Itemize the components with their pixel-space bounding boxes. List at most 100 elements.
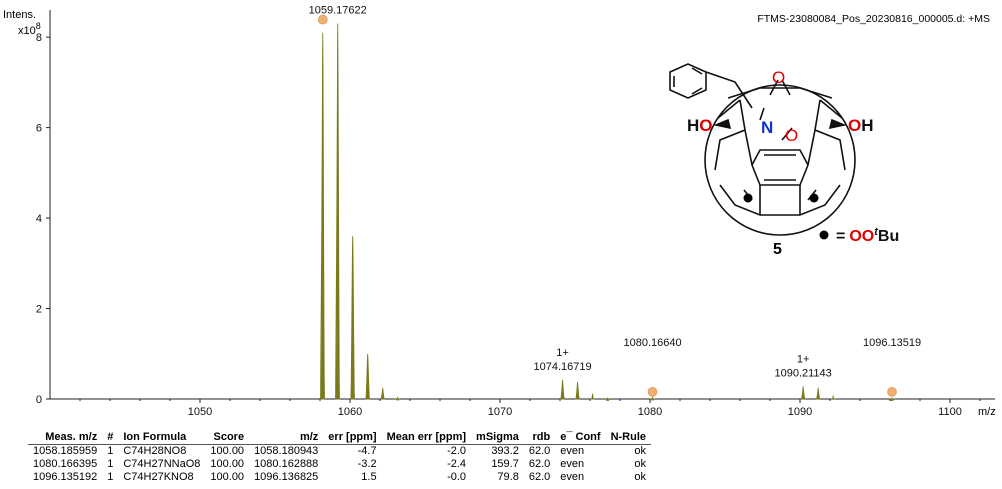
- table-column-header: m/z: [299, 431, 319, 443]
- table-cell: 1: [107, 458, 114, 470]
- table-cell: -3.2: [357, 458, 377, 470]
- y-tick-label: 8: [36, 32, 42, 44]
- table-cell: 1080.166395: [33, 458, 98, 470]
- table-header-row: Meas. m/z # Ion Formula Score m/z err [ppm] Me…: [28, 430, 652, 445]
- table-cell: -4.7: [357, 445, 377, 457]
- isotope-marker: [887, 387, 897, 397]
- structure-drawing: [669, 63, 856, 236]
- isotope-marker: [317, 14, 328, 25]
- spectrum-peak: [830, 395, 836, 400]
- ootbu-dot-right: [809, 193, 819, 203]
- table-column-header: rdb: [532, 431, 551, 443]
- table-cell: -2.0: [447, 445, 467, 457]
- benzyl-ch2: [705, 71, 736, 83]
- table-column-header: err [ppm]: [328, 431, 377, 443]
- spectrum-peak: [559, 379, 566, 400]
- table-cell: 1058.185959: [33, 445, 98, 457]
- peak-mz-label: 1096.13519: [863, 337, 921, 349]
- table-column-header: Meas. m/z: [45, 431, 98, 443]
- table-cell: even: [560, 471, 585, 483]
- x-tick-label: 1060: [338, 406, 362, 418]
- table-cell: 1080.162888: [254, 458, 319, 470]
- nitrogen-label: N: [761, 118, 773, 137]
- table-cell: C74H27KNO8: [123, 471, 194, 483]
- table-cell: C74H28NO8: [123, 445, 187, 457]
- peak-charge-label: 1+: [797, 353, 810, 365]
- spectrum-peak: [380, 387, 386, 400]
- table-column-header: Score: [213, 431, 245, 443]
- table-column-header: Mean err [ppm]: [386, 431, 467, 443]
- table-cell: even: [560, 458, 585, 470]
- spectrum-peak: [335, 23, 341, 400]
- table-row: 1096.135192 1 C74H27KNO8 100.00 1096.136825 1…: [28, 471, 651, 484]
- table-column-header: #: [107, 431, 114, 443]
- table-cell: -0.0: [447, 471, 467, 483]
- table-cell: 62.0: [528, 445, 551, 457]
- mass-spectrum-chart: Intens. x108 FTMS-23080084_Pos_20230816_…: [3, 0, 996, 418]
- x-tick-label: 1050: [188, 406, 212, 418]
- y-tick-label: 6: [36, 123, 42, 135]
- y-tick-label: 2: [36, 304, 42, 316]
- table-row: 1058.185959 1 C74H28NO8 100.00 1058.180943 -4…: [28, 445, 651, 459]
- carbonyl-oxygen-inner: O: [785, 126, 798, 145]
- spectrum-peak: [889, 397, 895, 402]
- hydroxyl-left: HO: [687, 116, 713, 135]
- legend-dot: [819, 230, 829, 240]
- wedge-right: [828, 118, 847, 130]
- wedge-left: [713, 118, 732, 130]
- table-cell: even: [560, 445, 585, 457]
- compound-number: 5: [773, 241, 782, 258]
- spectrum-peak: [365, 353, 371, 400]
- y-axis-label: Intens.: [3, 9, 36, 21]
- peak-charge-label: 1+: [331, 0, 344, 3]
- x-tick-label: 1080: [638, 406, 662, 418]
- table-cell: 1: [107, 445, 114, 457]
- table-cell: 79.8: [497, 471, 519, 483]
- table-column-header: mSigma: [476, 431, 519, 443]
- legend-label: = OOtBu: [836, 226, 899, 245]
- table-cell: 1096.136825: [254, 471, 319, 483]
- table-cell: 1: [107, 471, 114, 483]
- table-cell: 100.00: [210, 458, 245, 470]
- formula-results-table: Meas. m/z # Ion Formula Score m/z err [ppm] Me…: [28, 430, 652, 484]
- spectrum-peak: [650, 396, 655, 401]
- table-cell: 159.7: [491, 458, 519, 470]
- table-cell: C74H27NNaO8: [123, 458, 201, 470]
- phenyl-ring: [669, 63, 707, 99]
- fullerene-cage: [704, 84, 856, 236]
- x-tick-label: 1100: [938, 406, 962, 418]
- peak-mz-label: 1080.16640: [623, 337, 681, 349]
- peak-mz-label: 1090.21143: [774, 367, 831, 379]
- table-column-header: N-Rule: [610, 431, 647, 443]
- carbonyl-oxygen-top: O: [772, 68, 785, 87]
- spectrum-peak: [800, 386, 806, 400]
- table-column-header: e¯ Conf: [560, 431, 601, 443]
- table-cell: 62.0: [528, 471, 551, 483]
- spectrum-peak: [574, 381, 581, 400]
- spectrum-peak: [320, 32, 326, 400]
- table-cell: ok: [634, 458, 647, 470]
- y-tick-label: 4: [36, 213, 42, 225]
- spectrum-peak: [605, 397, 610, 402]
- y-multiplier: x108: [18, 21, 41, 37]
- table-cell: 100.00: [210, 471, 245, 483]
- spectrum-peak: [590, 393, 595, 400]
- table-cell: ok: [634, 471, 647, 483]
- spectrum-peak: [350, 236, 356, 400]
- table-row: 1080.166395 1 C74H27NNaO8 100.00 1080.162888…: [28, 458, 651, 471]
- x-tick-label: 1090: [788, 406, 812, 418]
- peak-mz-label: 1059.17622: [309, 5, 367, 17]
- table-cell: 1058.180943: [254, 445, 319, 457]
- peak-charge-label: 1+: [556, 347, 569, 359]
- y-tick-label: 0: [36, 394, 42, 406]
- spectrum-peak: [815, 387, 821, 400]
- table-cell: 62.0: [528, 458, 551, 470]
- table-cell: 393.2: [491, 445, 519, 457]
- isotope-marker: [647, 387, 658, 397]
- table-cell: -2.4: [447, 458, 467, 470]
- x-tick-label: 1070: [488, 406, 512, 418]
- table-cell: 1096.135192: [33, 471, 98, 483]
- table-column-header: Ion Formula: [123, 431, 187, 443]
- data-filename: FTMS-23080084_Pos_20230816_000005.d: +MS: [757, 13, 990, 25]
- table-cell: 100.00: [210, 445, 245, 457]
